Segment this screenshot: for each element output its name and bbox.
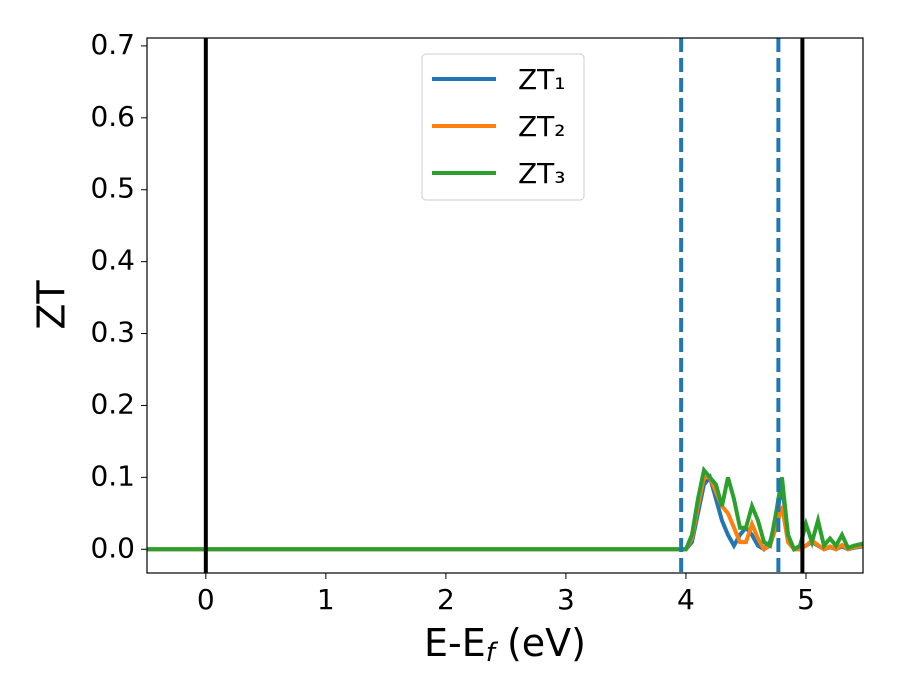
x-tick-label: 0	[197, 583, 215, 616]
y-tick-label: 0.6	[90, 100, 135, 133]
legend-label: ZT₁	[518, 63, 566, 96]
y-tick-label: 0.4	[90, 244, 135, 277]
y-tick-label: 0.1	[90, 459, 135, 492]
x-axis-label: E-Ef (eV)	[424, 621, 586, 668]
y-tick-label: 0.2	[90, 387, 135, 420]
series-line	[147, 465, 864, 553]
x-tick-label: 5	[797, 583, 815, 616]
x-tick-label: 2	[437, 583, 455, 616]
series-line	[147, 475, 864, 553]
legend-label: ZT₂	[518, 110, 566, 143]
plot-frame	[146, 37, 864, 574]
y-axis-label: ZT	[30, 280, 74, 330]
y-tick-label: 0.3	[90, 316, 135, 349]
x-tick-label: 1	[317, 583, 335, 616]
legend-box	[421, 53, 585, 201]
x-tick-label: 4	[677, 583, 695, 616]
x-tick-label: 3	[557, 583, 575, 616]
y-tick-label: 0.7	[90, 28, 135, 61]
y-tick-label: 0.0	[90, 531, 135, 564]
legend-label: ZT₃	[518, 157, 566, 190]
y-tick-label: 0.5	[90, 172, 135, 205]
